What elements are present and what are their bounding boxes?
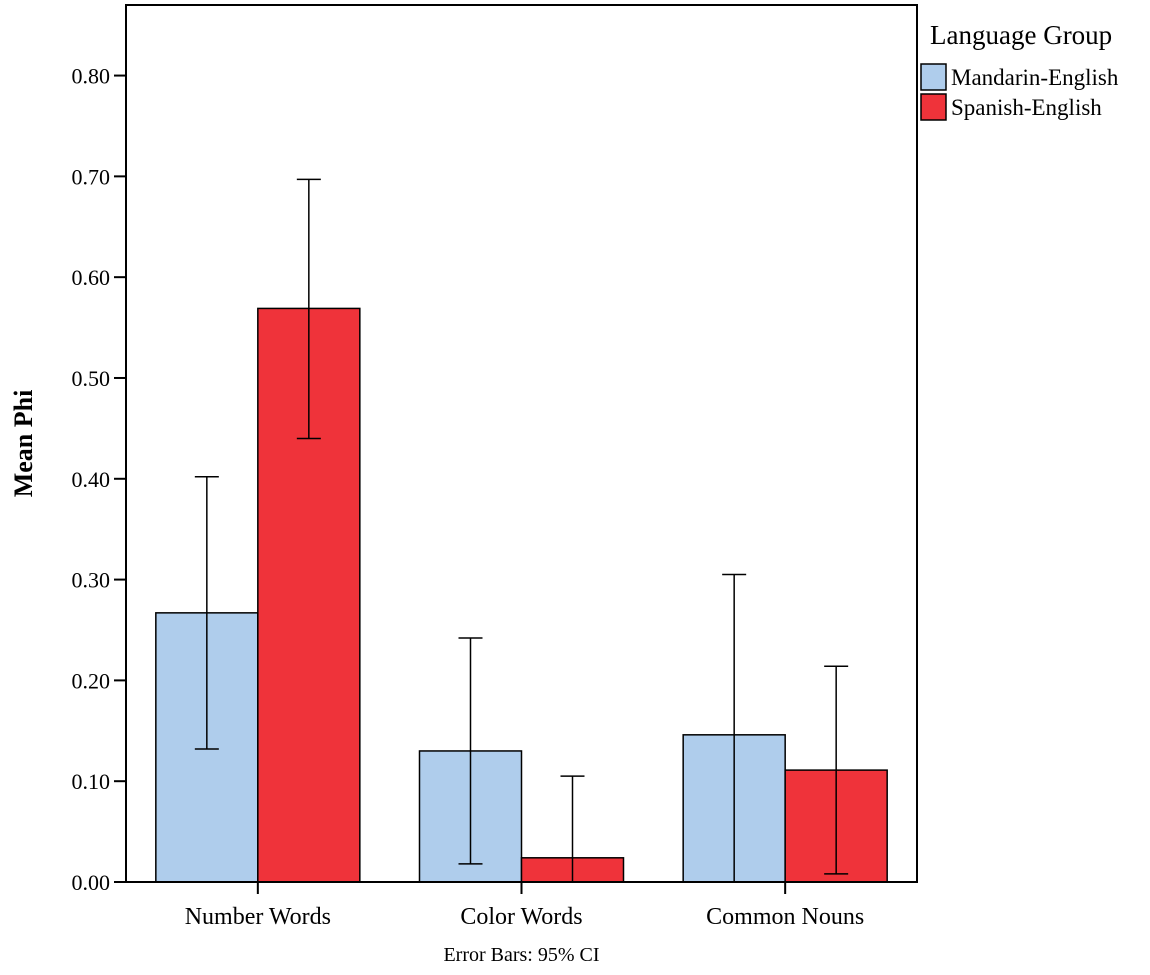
- y-tick-label: 0.20: [72, 668, 111, 693]
- error-bar: [296, 178, 321, 440]
- legend-title: Language Group: [930, 20, 1112, 50]
- error-bar: [560, 775, 585, 882]
- legend-swatch-mandarin: [920, 63, 947, 91]
- x-tick-label: Color Words: [460, 904, 582, 930]
- legend-label: Spanish-English: [951, 95, 1102, 120]
- x-tick-label: Number Words: [185, 904, 331, 930]
- legend-swatch-spanish: [920, 93, 947, 121]
- y-tick-label: 0.50: [72, 366, 111, 391]
- legend-label: Mandarin-English: [951, 65, 1119, 90]
- error-bar: [722, 573, 747, 882]
- y-axis-title: Mean Phi: [9, 390, 38, 498]
- y-tick-label: 0.80: [72, 64, 111, 89]
- y-tick-label: 0.00: [72, 870, 111, 895]
- y-tick-label: 0.10: [72, 769, 111, 794]
- y-axis: 0.00 0.10 0.20 0.30 0.40 0.50 0.60 0.70 0.80: [72, 64, 126, 895]
- error-bar: [458, 637, 483, 865]
- error-bar: [824, 665, 849, 875]
- error-bar: [194, 476, 219, 750]
- bars-layer: [155, 307, 888, 883]
- error-bars-layer: [194, 178, 849, 882]
- y-tick-label: 0.40: [72, 467, 111, 492]
- x-tick-label: Common Nouns: [706, 904, 864, 930]
- y-tick-label: 0.60: [72, 265, 111, 290]
- y-tick-label: 0.30: [72, 568, 111, 593]
- legend: Language Group Mandarin-English Spanish-E…: [920, 20, 1119, 121]
- x-axis: Number Words Color Words Common Nouns: [185, 882, 864, 930]
- y-tick-label: 0.70: [72, 164, 111, 189]
- error-bar-note: Error Bars: 95% CI: [443, 944, 599, 966]
